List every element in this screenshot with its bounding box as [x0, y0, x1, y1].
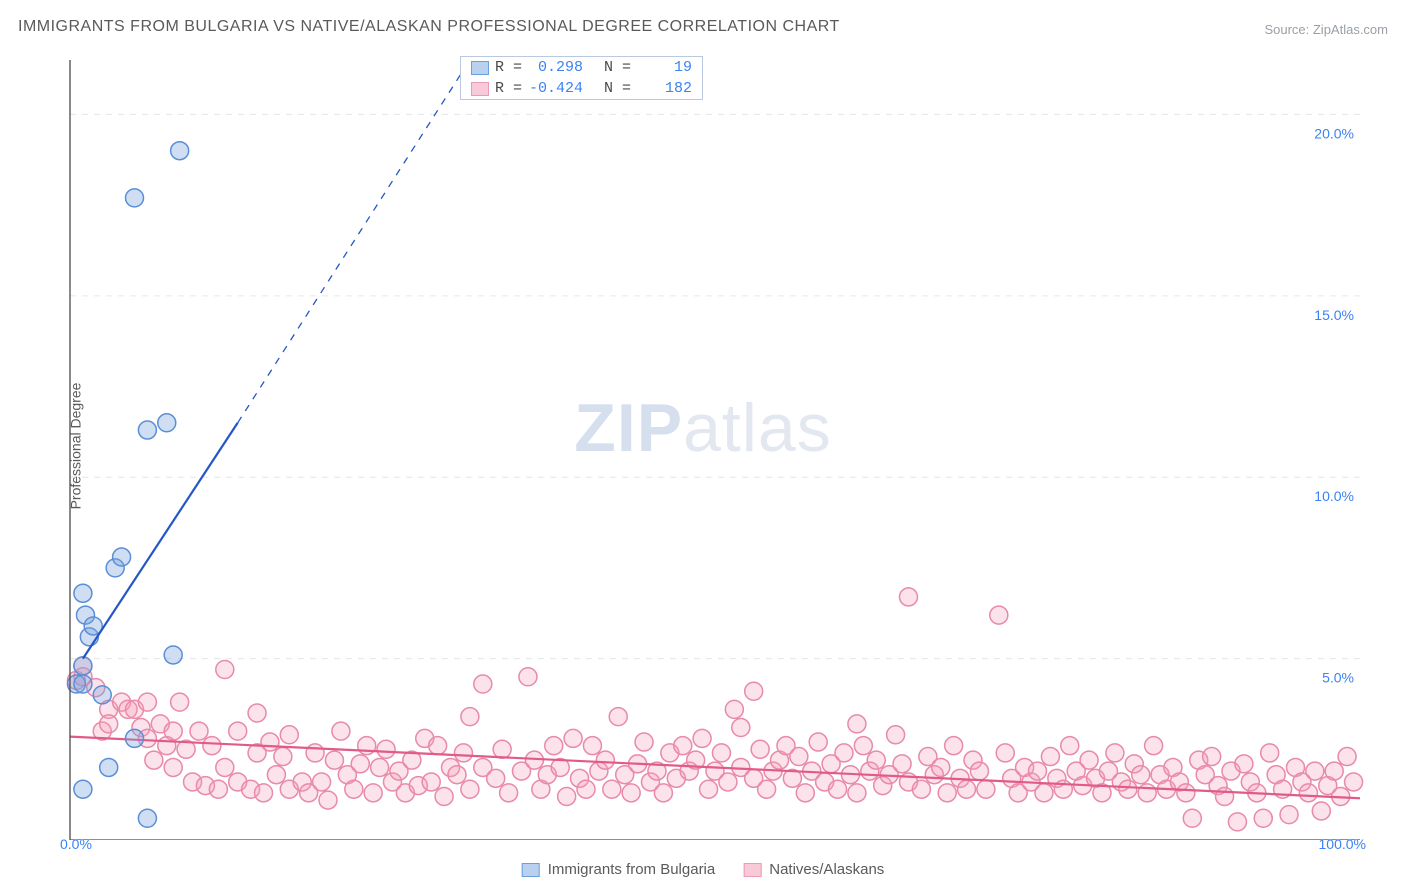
- legend-item-series2: Natives/Alaskans: [743, 861, 884, 878]
- chart-svg: 5.0% 10.0% 15.0% 20.0%: [50, 50, 1370, 840]
- svg-text:10.0%: 10.0%: [1314, 488, 1354, 504]
- stat-N-label: N =: [604, 80, 631, 97]
- legend-swatch-series1: [522, 863, 540, 877]
- x-axis-label-left: 0.0%: [60, 836, 92, 852]
- legend-item-series1: Immigrants from Bulgaria: [522, 861, 716, 878]
- stat-row-series1: R = 0.298 N = 19: [461, 57, 702, 78]
- source-link[interactable]: ZipAtlas.com: [1313, 22, 1388, 37]
- bottom-legend: Immigrants from Bulgaria Natives/Alaskan…: [522, 861, 885, 878]
- stat-R-value-series2: -0.424: [528, 80, 583, 97]
- svg-text:5.0%: 5.0%: [1322, 670, 1354, 686]
- source-prefix: Source:: [1264, 22, 1312, 37]
- svg-text:20.0%: 20.0%: [1314, 125, 1354, 141]
- source-label: Source: ZipAtlas.com: [1264, 22, 1388, 37]
- chart-title: IMMIGRANTS FROM BULGARIA VS NATIVE/ALASK…: [18, 18, 840, 36]
- stat-R-value-series1: 0.298: [528, 59, 583, 76]
- stat-swatch-series1: [471, 61, 489, 75]
- stat-swatch-series2: [471, 82, 489, 96]
- stat-R-label: R =: [495, 59, 522, 76]
- stat-N-value-series2: 182: [637, 80, 692, 97]
- x-axis-label-right: 100.0%: [1319, 836, 1366, 852]
- correlation-stat-box: R = 0.298 N = 19 R = -0.424 N = 182: [460, 56, 703, 100]
- stat-R-label: R =: [495, 80, 522, 97]
- svg-text:15.0%: 15.0%: [1314, 307, 1354, 323]
- stat-row-series2: R = -0.424 N = 182: [461, 78, 702, 99]
- legend-label-series1: Immigrants from Bulgaria: [548, 861, 716, 878]
- legend-label-series2: Natives/Alaskans: [769, 861, 884, 878]
- legend-swatch-series2: [743, 863, 761, 877]
- stat-N-label: N =: [604, 59, 631, 76]
- chart-area: 5.0% 10.0% 15.0% 20.0%: [50, 50, 1370, 840]
- stat-N-value-series1: 19: [637, 59, 692, 76]
